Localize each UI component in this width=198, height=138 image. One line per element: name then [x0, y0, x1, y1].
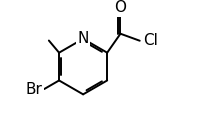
- Text: O: O: [114, 0, 127, 15]
- Text: Br: Br: [26, 82, 43, 97]
- Text: N: N: [77, 31, 89, 46]
- Text: Cl: Cl: [143, 33, 158, 48]
